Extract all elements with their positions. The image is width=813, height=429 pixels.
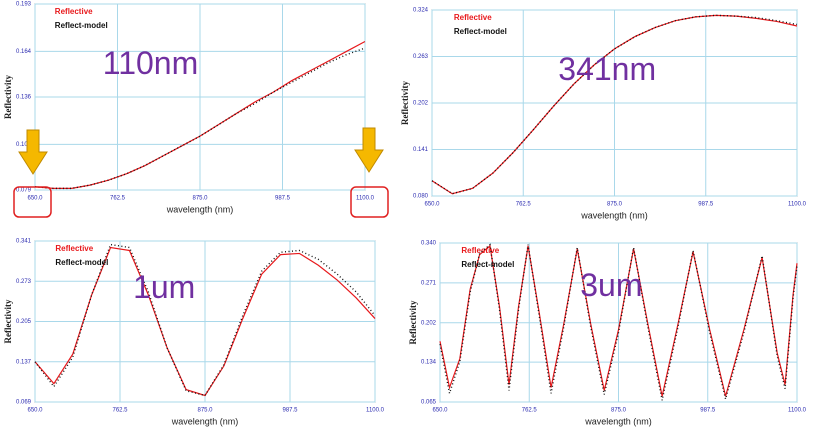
x-axis-label: wavelength (nm) [171,416,239,426]
y-tick-label: 0.205 [16,319,32,325]
x-tick-label: 1100.0 [366,408,385,414]
highlight-box [13,186,52,218]
legend-entry: Reflect-model [461,260,514,269]
legend-entry: Reflective [461,246,499,255]
y-tick-label: 0.141 [413,147,429,153]
x-tick-label: 987.5 [282,408,298,414]
y-tick-label: 0.340 [421,241,437,247]
y-tick-label: 0.065 [421,400,437,406]
legend-entry: Reflect-model [454,27,507,36]
x-tick-label: 875.0 [197,408,213,414]
plots: 0.079 0.107 0.136 0.164 0.193 650.0 762.5 875.0… [3,2,807,427]
x-tick-label: 762.5 [112,408,128,414]
highlight-box [350,186,389,218]
y-tick-label: 0.202 [421,320,437,326]
y-tick-label: 0.137 [16,359,32,365]
series-line [34,246,376,397]
chart-panel: 0.069 0.137 0.205 0.273 0.341 650.0 762.5 875.0… [3,239,385,427]
x-tick-label: 987.5 [275,196,291,202]
y-axis-label: Reflectivity [3,75,13,119]
y-tick-label: 0.193 [16,2,32,8]
arrow [18,129,48,175]
annotation: 1um [133,269,195,305]
y-tick-label: 0.271 [421,280,437,286]
y-tick-label: 0.273 [16,279,32,285]
x-tick-label: 875.0 [611,408,627,414]
series-line [431,14,798,195]
legend-entry: Reflective [55,7,93,16]
x-tick-label: 650.0 [27,196,43,202]
y-tick-label: 0.263 [413,54,429,60]
x-tick-label: 1100.0 [788,408,807,414]
x-tick-label: 762.5 [110,196,126,202]
legend-entry: Reflective [55,244,93,253]
x-axis-label: wavelength (nm) [584,416,652,426]
x-tick-label: 1100.0 [356,196,375,202]
chart-panel: 0.065 0.134 0.202 0.271 0.340 650.0 762.5 875.0… [408,241,807,427]
legend-entry: Reflective [454,13,492,22]
x-tick-label: 650.0 [27,408,43,414]
x-tick-label: 875.0 [192,196,208,202]
x-tick-label: 762.5 [522,408,538,414]
y-tick-label: 0.079 [16,188,32,194]
y-axis-label: Reflectivity [3,299,13,343]
callouts [13,127,389,218]
annotation: 3um [580,267,642,303]
y-axis-label: Reflectivity [408,300,418,344]
legend-entry: Reflect-model [55,21,108,30]
x-tick-label: 1100.0 [788,202,807,208]
series-line [34,41,366,189]
y-tick-label: 0.164 [16,49,32,55]
series-line [439,243,798,401]
x-tick-label: 650.0 [432,408,448,414]
x-tick-label: 987.5 [698,202,714,208]
y-tick-label: 0.202 [413,101,429,107]
series-line [34,243,376,397]
y-axis-label: Reflectivity [400,81,410,125]
x-tick-label: 650.0 [424,202,440,208]
x-tick-label: 875.0 [607,202,623,208]
y-tick-label: 0.341 [16,239,32,245]
x-tick-label: 987.5 [700,408,716,414]
y-tick-label: 0.134 [421,360,437,366]
y-tick-label: 0.080 [413,194,429,200]
legend-entry: Reflect-model [55,258,108,267]
annotation: 341nm [558,51,656,87]
arrow [354,127,384,173]
chart-panel: 0.080 0.141 0.202 0.263 0.324 650.0 762.5 875.0… [400,8,807,221]
y-tick-label: 0.324 [413,8,429,14]
x-axis-label: wavelength (nm) [166,204,234,214]
chart-panel: 0.079 0.107 0.136 0.164 0.193 650.0 762.5 875.0… [3,2,375,215]
y-tick-label: 0.136 [16,95,32,101]
x-axis-label: wavelength (nm) [580,210,648,220]
x-tick-label: 762.5 [516,202,532,208]
y-tick-label: 0.069 [16,400,32,406]
y-tick-label: 0.107 [16,142,32,148]
annotation: 110nm [103,45,198,81]
